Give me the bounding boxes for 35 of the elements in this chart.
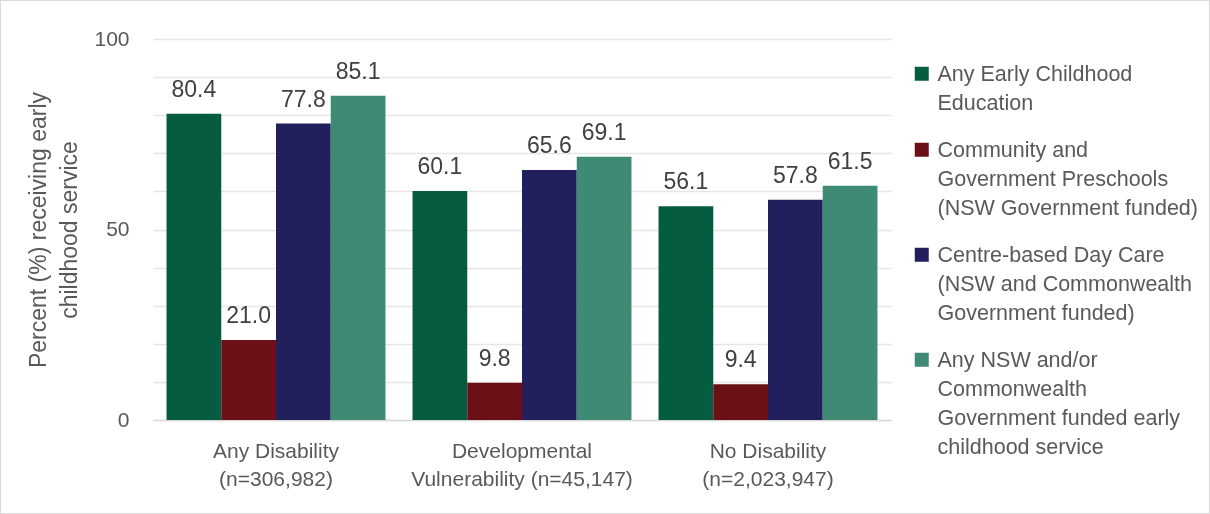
data-label: 9.8 [478, 344, 511, 371]
data-label: 85.1 [335, 57, 381, 84]
data-label: 56.1 [663, 168, 709, 195]
data-label: 60.1 [417, 153, 463, 180]
y-tick-label: 50 [106, 217, 130, 240]
x-tick-label: Any Disability (n=306,982) [212, 438, 340, 490]
data-label: 21.0 [226, 301, 272, 328]
bar [713, 384, 768, 420]
bar [576, 156, 632, 420]
x-tick-label: No Disability (n=2,023,947) [702, 438, 834, 490]
data-label: 80.4 [171, 75, 217, 102]
bar [522, 170, 577, 420]
legend-label: Any Early Childhood Education [937, 61, 1133, 115]
x-tick-label: Developmental Vulnerability (n=45,147) [411, 438, 633, 490]
bar [412, 191, 468, 420]
y-tick-label: 100 [94, 26, 130, 50]
bar [768, 199, 823, 420]
data-label: 9.4 [724, 346, 757, 373]
bar [658, 206, 714, 420]
data-label: 69.1 [581, 118, 627, 145]
legend-label: Centre-based Day Care (NSW and Commonwealth Government funded) [937, 242, 1193, 325]
bar [221, 339, 276, 420]
bar [276, 123, 331, 420]
data-label: 77.8 [280, 85, 326, 112]
bar [467, 382, 522, 420]
y-axis-title: Percent (%) receiving early childhood service [25, 91, 83, 369]
data-label: 65.6 [526, 132, 572, 159]
y-tick-label: 0 [117, 407, 130, 431]
data-label: 61.5 [827, 147, 873, 174]
bar [330, 95, 386, 420]
data-label: 57.8 [772, 161, 818, 188]
bar [166, 113, 222, 420]
legend-label: Any NSW and/or Commonwealth Government funded early childhood service [937, 347, 1181, 459]
legend-label: Community and Government Preschools (NSW Government funded) [937, 137, 1198, 220]
bar [822, 185, 878, 420]
